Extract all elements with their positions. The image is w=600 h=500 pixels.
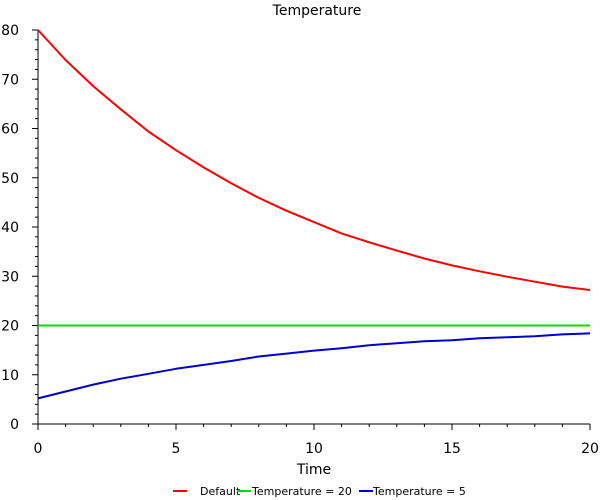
- y-tick-label: 0: [10, 417, 19, 433]
- series-line-1: [37, 29, 591, 291]
- x-tick-label: 5: [172, 441, 181, 457]
- x-axis-label: Time: [296, 462, 331, 478]
- y-tick-label: 50: [1, 171, 19, 187]
- x-tick-label: 10: [305, 441, 323, 457]
- chart-title: Temperature: [272, 3, 362, 19]
- y-tick-label: 60: [1, 122, 19, 138]
- x-tick-label: 0: [34, 441, 43, 457]
- y-tick-label: 40: [1, 220, 19, 236]
- x-tick-label: 20: [581, 441, 599, 457]
- y-tick-label: 10: [1, 368, 19, 384]
- axes: [37, 30, 590, 425]
- series-line-3: [37, 332, 591, 400]
- legend: Default Temperature = 20 Temperature = 5: [173, 485, 466, 498]
- y-tick-label: 80: [1, 23, 19, 39]
- legend-label: Temperature = 5: [372, 485, 466, 498]
- axis-ticks: 0 10 20 30 40 50 60 70 80 0 5 10 15 20: [1, 23, 599, 457]
- x-tick-label: 15: [443, 441, 461, 457]
- y-tick-label: 20: [1, 319, 19, 335]
- series-lines: [37, 29, 591, 400]
- legend-label: Temperature = 20: [251, 485, 352, 498]
- y-tick-label: 70: [1, 72, 19, 88]
- y-tick-label: 30: [1, 269, 19, 285]
- legend-label: Default: [200, 485, 241, 498]
